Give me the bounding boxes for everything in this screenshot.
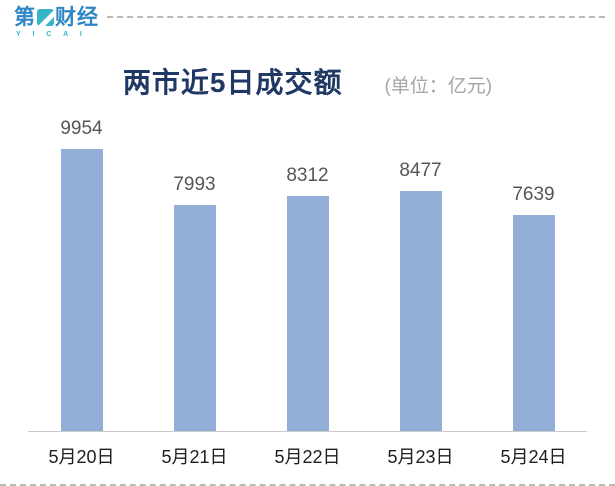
yicai-logo: 第 财经 Y I C A I	[14, 7, 99, 38]
top-divider	[107, 16, 605, 18]
bar	[60, 149, 103, 431]
logo-char-di: 第	[14, 6, 36, 29]
bar	[512, 215, 555, 431]
bar-column: 7639	[480, 184, 587, 431]
bar-column: 8312	[254, 165, 361, 431]
category-label: 5月22日	[274, 447, 341, 467]
bar-value-label: 7639	[512, 184, 555, 205]
logo-chars-caijing: 财经	[55, 6, 99, 29]
plot-area: 9954 7993 8312 8477 7639	[28, 113, 587, 432]
chart-title: 两市近5日成交额	[122, 67, 343, 98]
bar-value-label: 9954	[60, 118, 103, 139]
bar	[286, 196, 329, 431]
bar-column: 7993	[141, 174, 248, 431]
category-label: 5月20日	[48, 447, 115, 467]
yicai-logo-subtext: Y I C A I	[16, 31, 87, 38]
chart-header: 两市近5日成交额 (单位：亿元)	[0, 61, 615, 101]
bar-value-label: 8312	[286, 165, 329, 186]
bar-column: 9954	[28, 118, 135, 431]
logo-square-icon	[37, 9, 54, 26]
bar-chart: 9954 7993 8312 8477 7639 5月20日 5月21日 5月2…	[0, 113, 615, 469]
bar	[399, 191, 442, 431]
yicai-logo-wordmark: 第 财经	[14, 7, 99, 28]
category-label: 5月23日	[387, 447, 454, 467]
category-label: 5月24日	[500, 447, 567, 467]
category-label: 5月21日	[161, 447, 228, 467]
bar-column: 8477	[367, 160, 474, 431]
category-axis: 5月20日 5月21日 5月22日 5月23日 5月24日	[28, 443, 587, 469]
unit-label: (单位：亿元)	[384, 76, 493, 97]
bar	[173, 205, 216, 431]
bar-value-label: 8477	[399, 160, 442, 181]
bar-value-label: 7993	[173, 174, 216, 195]
top-bar: 第 财经 Y I C A I	[0, 0, 615, 45]
